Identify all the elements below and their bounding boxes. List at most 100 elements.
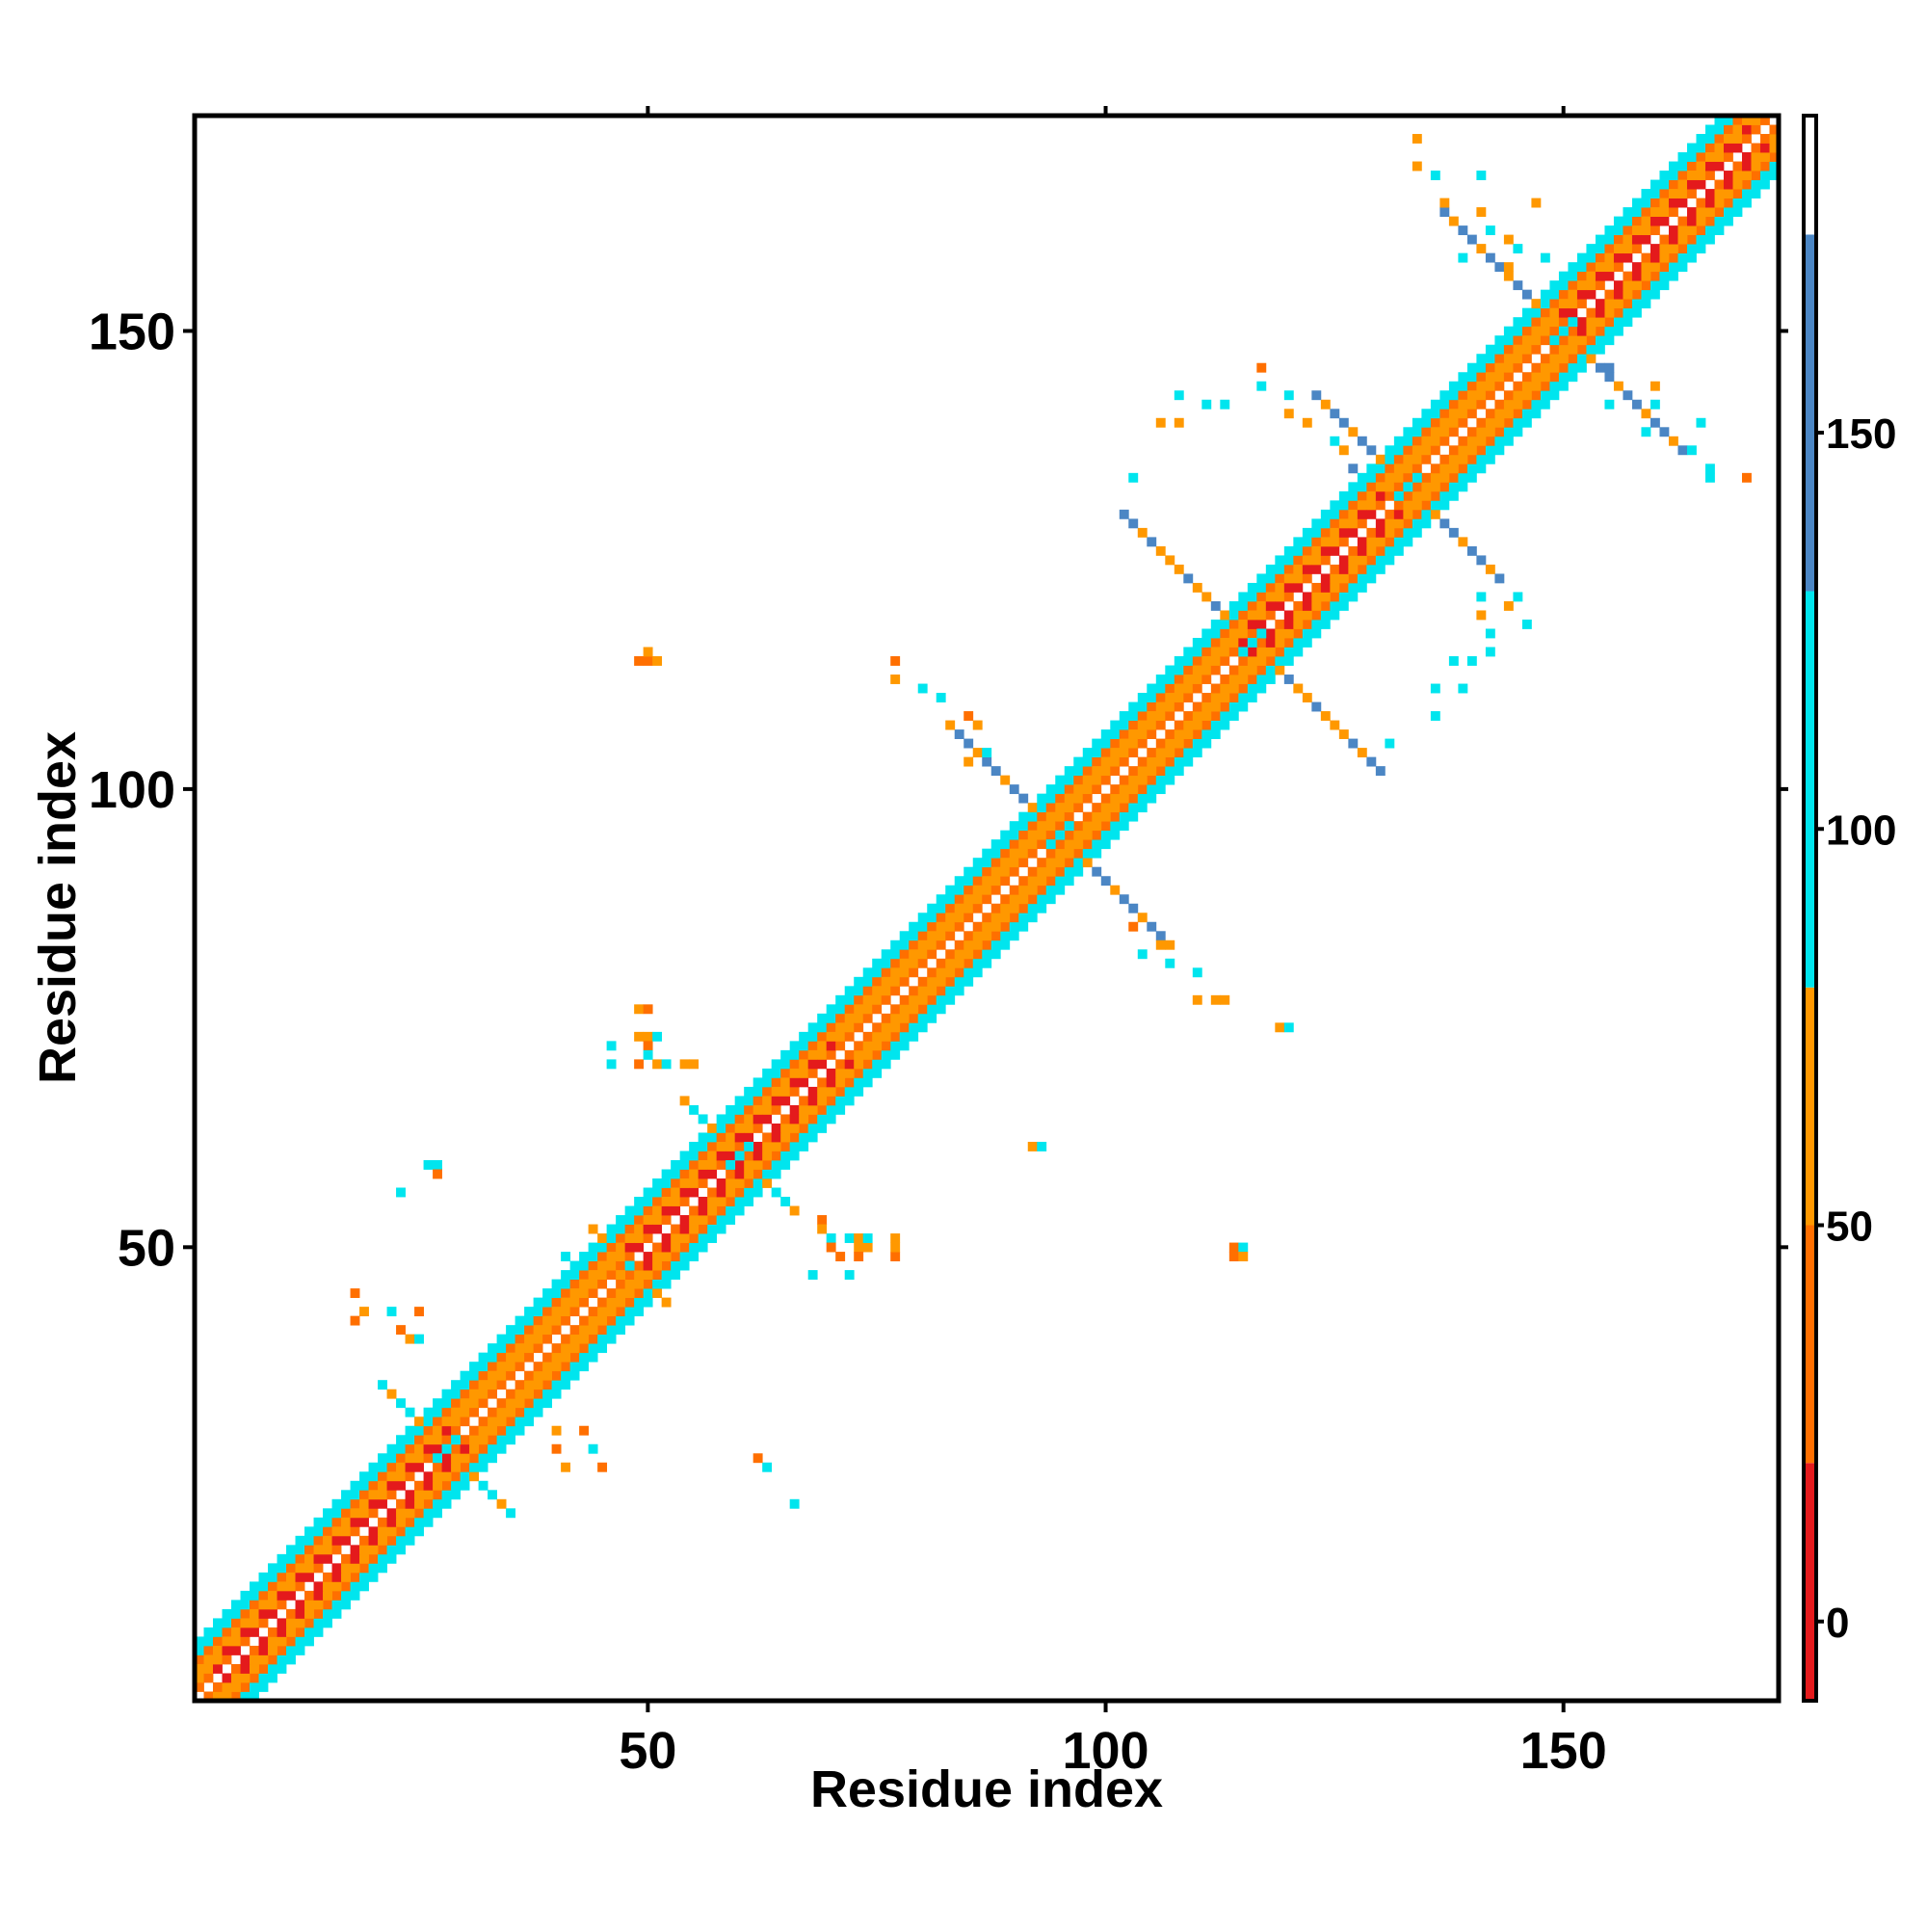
heatmap-cell: [1769, 143, 1780, 153]
heatmap-cell: [862, 1041, 873, 1051]
heatmap-cell: [1613, 262, 1623, 273]
heatmap-cell: [1403, 454, 1413, 464]
heatmap-cell: [433, 1498, 442, 1509]
heatmap-cell: [213, 1636, 223, 1647]
heatmap-cell: [990, 913, 1001, 923]
heatmap-cell: [231, 1600, 241, 1610]
heatmap-cell: [1055, 848, 1066, 859]
heatmap-cell: [1018, 858, 1029, 868]
heatmap-cell: [964, 894, 974, 905]
heatmap-cell: [1082, 858, 1093, 868]
heatmap-cell: [1275, 582, 1285, 593]
heatmap-cell: [1759, 171, 1770, 180]
heatmap-cell: [1073, 803, 1084, 813]
heatmap-cell: [1439, 427, 1450, 437]
heatmap-cell: [1283, 656, 1294, 666]
heatmap-cell: [268, 1627, 277, 1637]
heatmap-cell: [899, 949, 910, 960]
y-tick-label: 100: [89, 761, 175, 819]
heatmap-cell: [826, 1104, 836, 1115]
heatmap-cell: [277, 1645, 287, 1655]
heatmap-cell: [1256, 656, 1267, 666]
heatmap-cell: [1064, 811, 1074, 822]
heatmap-cell: [799, 1077, 809, 1088]
heatmap-cell: [707, 1151, 718, 1161]
heatmap-cell: [478, 1398, 488, 1409]
heatmap-cell: [789, 1077, 800, 1088]
heatmap-cell: [1009, 866, 1019, 877]
heatmap-cell: [1137, 711, 1148, 721]
heatmap-cell: [1769, 152, 1780, 162]
heatmap-cell: [844, 1059, 855, 1070]
heatmap-cell: [359, 1490, 369, 1500]
heatmap-cell: [1275, 592, 1285, 602]
heatmap-cell: [1064, 839, 1074, 850]
heatmap-cell: [780, 1059, 791, 1070]
heatmap-cell: [277, 1618, 287, 1628]
heatmap-cell: [268, 1608, 277, 1619]
heatmap-cell: [780, 1151, 791, 1161]
heatmap-cell: [368, 1508, 379, 1519]
heatmap-cell: [1165, 958, 1175, 968]
heatmap-cell: [1677, 225, 1688, 236]
heatmap-cell: [1055, 821, 1066, 832]
heatmap-cell: [1210, 720, 1221, 730]
heatmap-cell: [1027, 866, 1038, 877]
heatmap-cell: [277, 1654, 287, 1665]
heatmap-cell: [643, 1260, 653, 1271]
heatmap-cell: [460, 1407, 470, 1417]
heatmap-cell: [1412, 463, 1422, 474]
heatmap-cell: [588, 1307, 598, 1317]
heatmap-cell: [1192, 637, 1202, 648]
heatmap-cell: [1686, 143, 1697, 153]
heatmap-cell: [881, 1041, 891, 1051]
heatmap-cell: [1412, 445, 1422, 456]
heatmap-cell: [1357, 436, 1367, 446]
heatmap-cell: [752, 1159, 763, 1170]
heatmap-cell: [835, 1086, 846, 1097]
heatmap-cell: [1293, 647, 1304, 657]
heatmap-cell: [1494, 372, 1505, 383]
heatmap-cell: [240, 1654, 251, 1665]
heatmap-cell: [1064, 784, 1074, 795]
heatmap-cell: [881, 967, 891, 978]
heatmap-cell: [1192, 738, 1202, 749]
heatmap-cell: [1155, 545, 1166, 556]
heatmap-cell: [1421, 490, 1432, 501]
heatmap-cell: [1623, 289, 1633, 300]
heatmap-cell: [1375, 545, 1386, 556]
heatmap-cell: [752, 1077, 763, 1088]
heatmap-cell: [551, 1343, 562, 1354]
heatmap-cell: [1147, 701, 1157, 712]
heatmap-cell: [1220, 399, 1230, 410]
heatmap-cell: [972, 876, 983, 887]
heatmap-cell: [1549, 344, 1560, 355]
heatmap-cell: [277, 1627, 287, 1637]
heatmap-cell: [515, 1398, 525, 1409]
heatmap-cell: [1704, 134, 1715, 144]
heatmap-cell: [1668, 161, 1678, 172]
heatmap-cell: [771, 1104, 781, 1115]
heatmap-cell: [286, 1553, 296, 1564]
heatmap-cell: [396, 1480, 406, 1491]
heatmap-cell: [862, 1068, 873, 1078]
heatmap-cell: [1128, 738, 1139, 749]
heatmap-cell: [524, 1389, 534, 1399]
heatmap-cell: [1228, 610, 1239, 621]
heatmap-cell: [1293, 582, 1304, 593]
heatmap-cell: [707, 1233, 718, 1243]
heatmap-cell: [423, 1508, 434, 1519]
heatmap-cell: [1485, 381, 1495, 391]
heatmap-cell: [1302, 619, 1312, 629]
heatmap-cell: [1466, 454, 1477, 464]
heatmap-cell: [1623, 216, 1633, 226]
heatmap-cell: [1110, 729, 1121, 739]
heatmap-cell: [1421, 500, 1432, 511]
heatmap-cell: [624, 1279, 635, 1289]
heatmap-cell: [1183, 675, 1194, 684]
heatmap-cell: [1741, 134, 1752, 144]
heatmap-cell: [1082, 766, 1093, 777]
heatmap-cell: [405, 1443, 415, 1454]
heatmap-cell: [872, 986, 883, 996]
heatmap-cell: [945, 958, 956, 968]
